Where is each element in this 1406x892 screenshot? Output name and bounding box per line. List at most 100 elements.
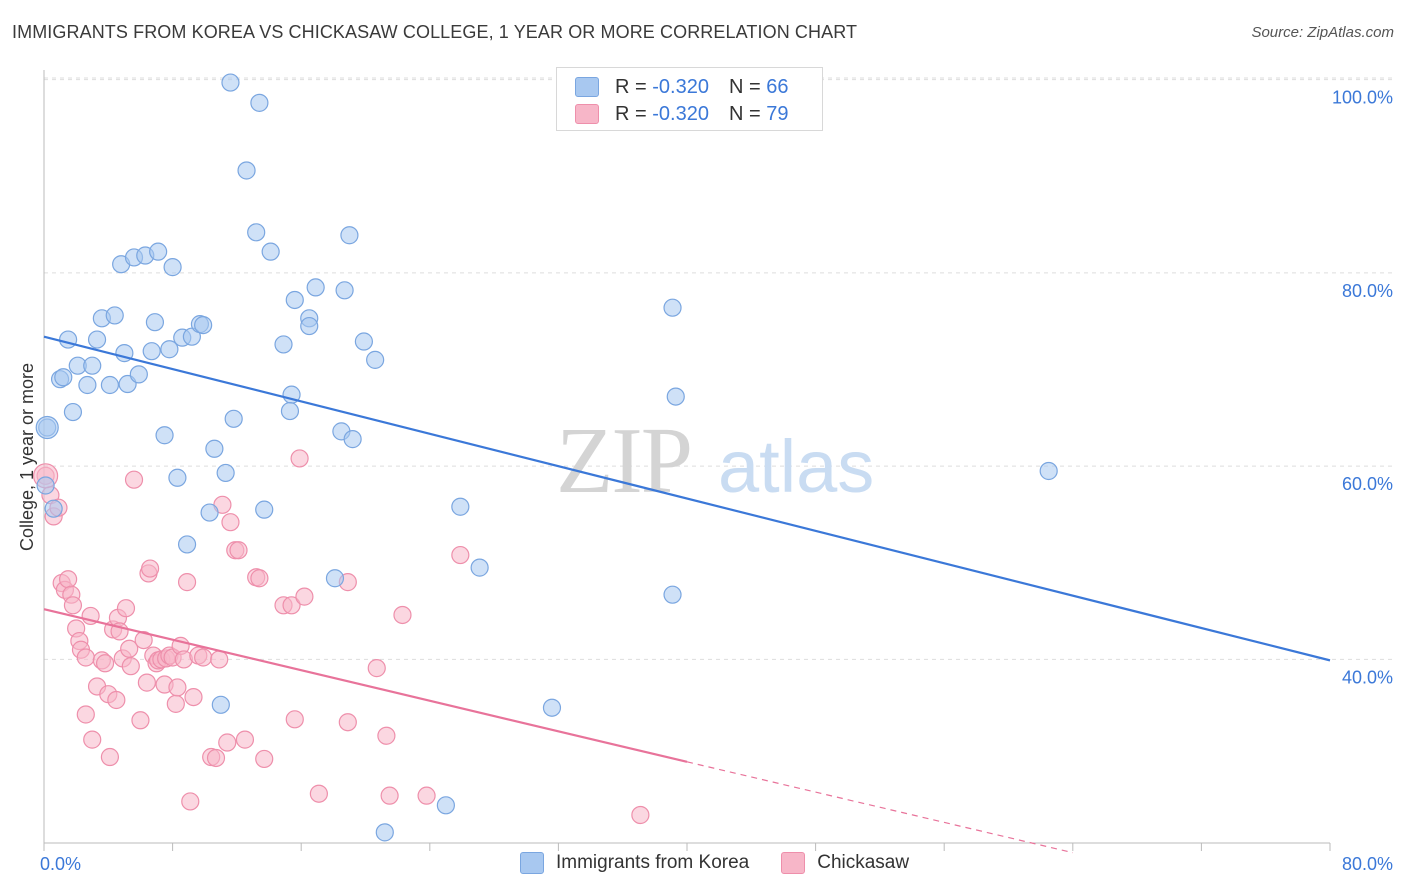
legend-item-korea[interactable]: Immigrants from Korea [520,852,749,874]
chickasaw-point [235,730,255,749]
chickasaw-point [417,786,436,805]
korea-point [221,73,240,92]
chickasaw-point [140,559,160,578]
legend-row-korea: R = -0.320 N = 66 [575,75,788,99]
korea-point [247,223,266,242]
korea-point [200,503,219,522]
korea-point [216,463,235,483]
korea-point [177,535,197,554]
korea-point [285,290,304,310]
chickasaw-point [194,648,213,667]
series-korea [35,73,1058,842]
legend-row-chickasaw: R = -0.320 N = 79 [575,102,788,126]
korea-point [250,93,269,112]
chickasaw-swatch [575,104,599,124]
korea-point [160,340,179,359]
korea-r-label: R = [615,75,653,98]
correlation-legend: R = -0.320 N = 66 R = -0.320 N = 79 [556,67,823,131]
korea-point [78,375,97,395]
korea-swatch [575,77,599,97]
korea-point [261,242,280,261]
korea-point [194,315,213,335]
watermark-zip: ZIP [556,409,691,513]
korea-point [100,375,120,395]
chickasaw-point [377,726,396,745]
korea-point [59,330,78,349]
korea-point-large [35,415,59,440]
chickasaw-point [338,713,357,732]
korea-n-value: 66 [766,75,789,98]
chickasaw-trend-extension [686,761,1073,854]
korea-point [83,356,102,375]
korea-point [149,242,168,261]
chickasaw-point [166,694,185,713]
chickasaw-point [76,648,95,667]
y-tick-label: 60.0% [1342,474,1393,494]
series-legend: Immigrants from Korea Chickasaw [520,852,941,874]
korea-point [168,468,187,487]
y-tick-label: 100.0% [1332,88,1393,108]
korea-legend-label: Immigrants from Korea [556,852,750,873]
chickasaw-point [631,805,650,825]
korea-point [436,796,455,815]
chickasaw-point [181,792,200,811]
korea-point [255,500,274,519]
chickasaw-point [63,596,83,615]
chickasaw-point [218,733,237,752]
korea-point [280,401,300,421]
korea-point [36,476,55,495]
legend-item-chickasaw[interactable]: Chickasaw [781,852,909,874]
korea-point [300,316,319,336]
korea-point [306,278,325,297]
trend-lines [43,335,1331,854]
chickasaw-point [367,659,386,678]
chickasaw-point [451,545,470,565]
chickasaw-point [255,749,274,769]
chickasaw-legend-label: Chickasaw [817,852,910,873]
chickasaw-point [393,605,412,625]
korea-legend-swatch [520,852,544,874]
korea-point [129,365,148,384]
korea-point [54,368,73,387]
chickasaw-point [282,596,301,615]
korea-point [340,226,359,245]
chickasaw-point [177,573,197,592]
korea-point [663,298,682,317]
chickasaw-point [59,570,78,589]
korea-r-value: -0.320 [652,75,709,98]
korea-point [87,330,107,349]
chickasaw-point [100,747,120,767]
korea-point [145,313,165,332]
chickasaw-point [124,470,144,489]
korea-point [237,161,256,180]
chickasaw-point [83,730,102,749]
korea-point [142,342,161,361]
korea-n-label: N = [728,75,767,98]
y-tick-label: 40.0% [1342,667,1393,687]
korea-point [155,426,174,445]
x-tick-label: 80.0% [1342,854,1393,874]
source-credit: Source: ZipAtlas.com [1251,24,1394,41]
chickasaw-point [121,657,140,676]
korea-point [542,698,562,717]
korea-point [105,306,124,325]
chickasaw-point [131,711,150,730]
chickasaw-point [116,599,136,618]
korea-point [354,332,373,351]
chickasaw-point [309,784,328,803]
chickasaw-point [206,748,226,768]
chickasaw-n-label: N = [728,102,767,125]
chickasaw-point [76,705,95,724]
korea-point [44,499,63,518]
korea-point [375,823,394,842]
chickasaw-n-value: 79 [766,102,789,125]
korea-point [335,281,354,300]
chickasaw-trend-line [43,608,688,763]
watermark-atlas: atlas [718,425,874,508]
chickasaw-point [168,678,187,697]
korea-point [666,387,685,406]
chickasaw-point [107,690,126,710]
chickasaw-r-label: R = [615,102,653,125]
chickasaw-point [137,673,156,692]
